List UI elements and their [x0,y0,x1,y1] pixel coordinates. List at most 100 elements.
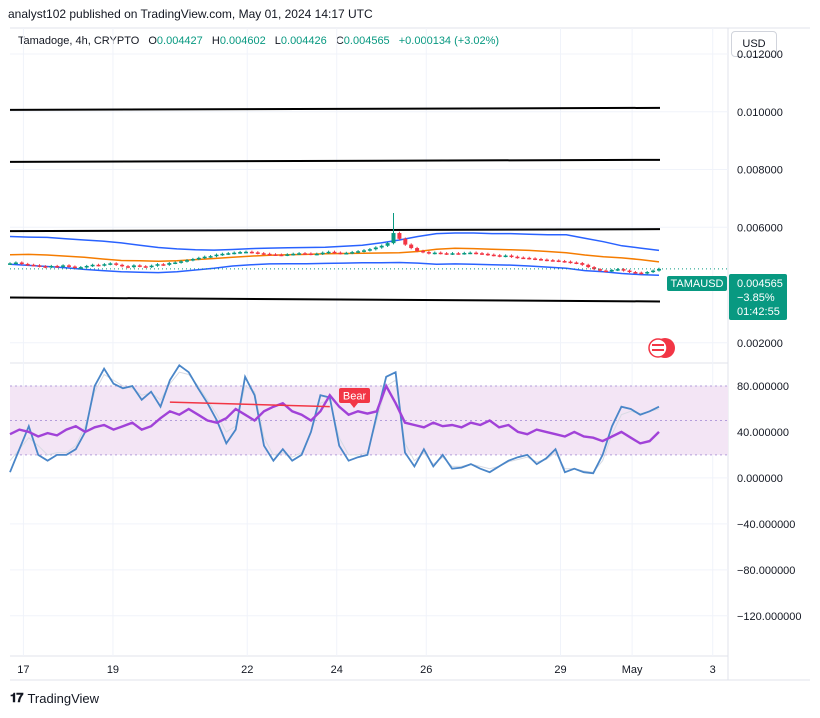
candle-body [55,265,60,268]
candle-body [84,265,89,268]
candle-body [615,269,620,271]
candle-body [639,272,644,275]
candle-body [308,253,313,256]
time-tick-label: 24 [331,664,343,676]
price-tag: TAMAUSD 0.004565 −3.85% 01:42:55 [667,274,787,320]
oscillator-tick-label: −80.000000 [737,565,795,577]
change-value: +0.000134 (+3.02%) [398,35,500,47]
publisher-line: analyst102 published on TradingView.com,… [8,7,373,21]
candle-body [385,243,390,246]
close-item: C0.004565 [336,35,390,47]
candle-body [149,265,154,268]
open-letter: O [148,35,157,47]
tradingview-logo-icon: 𝟏𝟕 [10,690,24,705]
last-price: 0.004565 [737,278,783,290]
time-tick-label: 26 [420,664,432,676]
candle-body [633,272,638,274]
candle-body [61,265,66,267]
candle-body [108,263,113,265]
rsi-line [9,383,660,445]
candle-body [226,253,231,255]
candle-body [474,252,479,255]
last-change: −3.85% [737,292,775,304]
candle-body [421,250,425,253]
price-axis: 0.012000 0.010000 0.008000 0.006000 0.002000 [737,49,783,350]
candles [8,212,728,275]
candle-body [190,259,195,261]
candle-body [126,266,130,268]
candle-body [444,253,449,255]
candle-body [462,252,467,255]
bear-signal: Bear [339,388,370,408]
candle-body [43,266,48,268]
time-axis: 17 19 22 24 26 29 May 3 [17,664,715,676]
candle-body [114,263,119,265]
candle-body [533,258,538,260]
candle-body [344,252,349,255]
oscillator-axis: 80.000000 40.000000 0.000000 −40.000000 −80.… [737,381,802,623]
candle-body [31,264,36,267]
candle-body [244,251,248,254]
oscillator-tick-label: −40.000000 [737,519,795,531]
horizontal-lines [9,106,661,303]
horizontal-line [9,296,661,303]
currency-button[interactable]: USD [731,31,777,57]
candle-body [137,265,142,267]
last-price-bg [729,274,787,320]
price-tick-label: 0.006000 [737,222,783,234]
candle-body [409,244,414,249]
candle-body [609,270,614,272]
time-tick-label: 29 [554,664,566,676]
candle-body [338,252,343,255]
candle-body [521,257,526,260]
candle-body [25,263,30,266]
bear-divergence-line [169,401,330,408]
bb-upper-line [9,232,660,252]
candle-body [580,263,585,265]
candle-body [415,248,420,251]
candle-body [485,253,490,256]
horizontal-line [9,106,661,111]
candle-body [379,245,384,248]
candle-body [196,257,201,260]
candle-body [232,252,237,255]
candle-body [143,266,148,268]
candle-body [37,265,42,267]
candle-body [373,247,378,250]
price-tick-label: 0.002000 [737,338,783,350]
candle-body [556,260,561,262]
candle-body [544,259,549,262]
candle-body [621,269,626,271]
candle-body [202,256,207,259]
candle-body [173,262,178,264]
candle-body [78,267,83,269]
candle-body [273,254,278,256]
candle-body [155,264,160,266]
high-letter: H [211,35,220,47]
candle-body [503,255,508,258]
time-tick-label: May [622,664,643,676]
candle-body [49,265,54,268]
candle-body [403,238,408,245]
candle-body [515,256,520,259]
candle-body [67,265,71,267]
time-tick-label: 19 [107,664,119,676]
candle-body [267,253,272,256]
footer: 𝟏𝟕 TradingView [10,690,99,706]
candle-body [220,253,225,256]
candle-body [651,270,656,273]
candle-body [468,252,473,255]
candle-body [297,253,302,255]
candle-body [161,264,166,266]
high-value: 0.004602 [219,35,266,47]
candle-body [131,265,136,268]
bear-label-pointer [350,403,358,408]
candle-body [539,259,543,261]
candle-body [491,254,496,257]
candle-body [332,251,337,254]
bb-lower-line [9,261,660,276]
candle-body [279,254,284,257]
candle-body [102,264,107,266]
time-tick-label: 3 [710,664,716,676]
